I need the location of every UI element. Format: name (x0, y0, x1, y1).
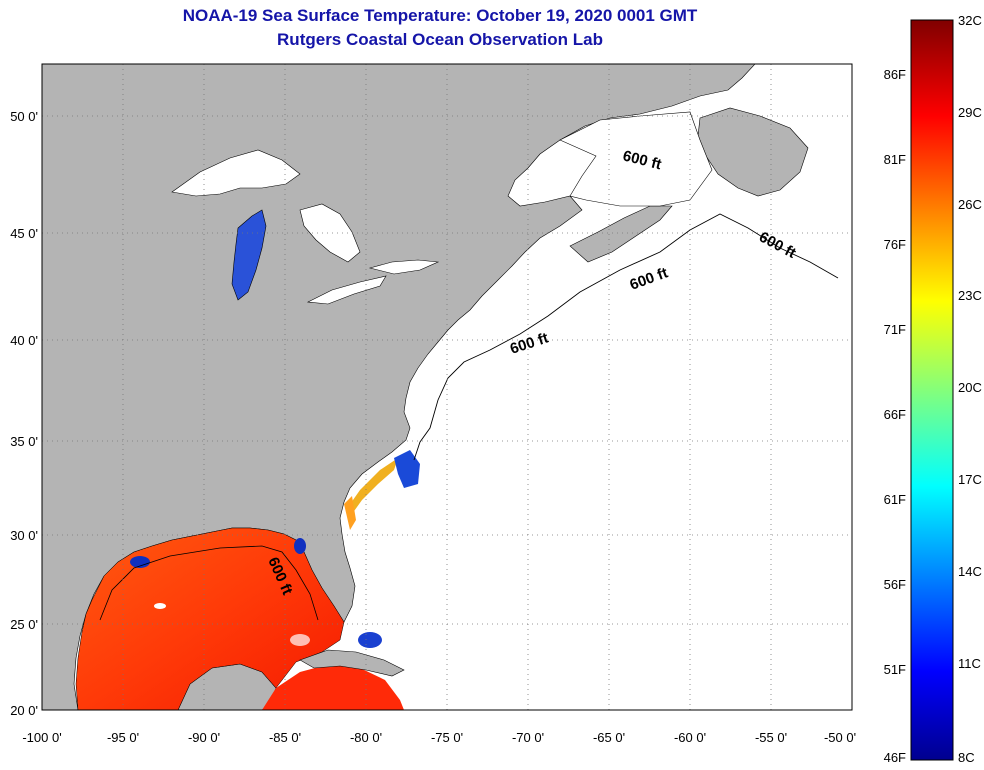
colorbar-celsius-labels: 32C 29C 26C 23C 20C 17C 14C 11C 8C (958, 13, 982, 765)
cool-patch (130, 556, 150, 568)
lon-tick-label: -90 0' (188, 730, 220, 745)
cuba-land (299, 649, 405, 677)
colorbar-fahrenheit-label: 56F (884, 577, 906, 592)
cool-patch (294, 538, 306, 554)
colorbar-fahrenheit-label: 66F (884, 407, 906, 422)
lake-erie (306, 275, 387, 305)
colorbar-fahrenheit-label: 81F (884, 152, 906, 167)
graticule (42, 64, 852, 710)
cool-patch (358, 632, 382, 648)
nova-scotia-land (569, 205, 673, 263)
cool-patch (154, 603, 166, 609)
lon-tick-label: -80 0' (350, 730, 382, 745)
lake-huron (299, 203, 361, 263)
colorbar-fahrenheit-label: 86F (884, 67, 906, 82)
lat-tick-label: 40 0' (10, 333, 38, 348)
coastal-cool-sst (394, 450, 420, 488)
lon-tick-label: -85 0' (269, 730, 301, 745)
gulf-stream-sst (346, 458, 398, 514)
lake-michigan (231, 209, 267, 301)
caribbean-sst-field (262, 664, 404, 710)
colorbar-celsius-label: 29C (958, 105, 982, 120)
lat-tick-label: 25 0' (10, 617, 38, 632)
colorbar (910, 19, 954, 761)
lon-tick-label: -50 0' (824, 730, 856, 745)
colorbar-celsius-label: 14C (958, 564, 982, 579)
lat-tick-label: 20 0' (10, 703, 38, 718)
colorbar-celsius-label: 8C (958, 750, 975, 765)
colorbar-fahrenheit-label: 61F (884, 492, 906, 507)
colorbar-fahrenheit-label: 71F (884, 322, 906, 337)
colorbar-fahrenheit-labels: 86F 81F 76F 71F 66F 61F 56F 51F 46F (884, 67, 906, 765)
lon-tick-label: -75 0' (431, 730, 463, 745)
colorbar-celsius-label: 23C (958, 288, 982, 303)
lon-axis: -100 0' -95 0' -90 0' -85 0' -80 0' -75 … (22, 730, 856, 745)
lon-tick-label: -70 0' (512, 730, 544, 745)
colorbar-celsius-label: 32C (958, 13, 982, 28)
lon-tick-label: -60 0' (674, 730, 706, 745)
colorbar-celsius-label: 11C (958, 656, 981, 671)
lat-tick-label: 30 0' (10, 528, 38, 543)
colorbar-fahrenheit-label: 51F (884, 662, 906, 677)
gulf-of-st-lawrence (559, 111, 713, 207)
lon-tick-label: -65 0' (593, 730, 625, 745)
map-subtitle: Rutgers Coastal Ocean Observation Lab (277, 30, 603, 49)
colorbar-fahrenheit-label: 46F (884, 750, 906, 765)
lat-tick-label: 35 0' (10, 434, 38, 449)
lat-axis: 50 0' 45 0' 40 0' 35 0' 30 0' 25 0' 20 0… (10, 109, 38, 718)
lake-ontario (368, 259, 440, 275)
lon-tick-label: -95 0' (107, 730, 139, 745)
colorbar-celsius-label: 26C (958, 197, 982, 212)
colorbar-celsius-label: 20C (958, 380, 982, 395)
colorbar-celsius-label: 17C (958, 472, 982, 487)
cool-patch (290, 634, 310, 646)
lat-tick-label: 50 0' (10, 109, 38, 124)
florida-east-sst (344, 496, 356, 530)
isobath-600ft (413, 213, 839, 461)
lon-tick-label: -100 0' (22, 730, 61, 745)
lon-tick-label: -55 0' (755, 730, 787, 745)
lat-tick-label: 45 0' (10, 226, 38, 241)
colorbar-fahrenheit-label: 76F (884, 237, 906, 252)
map-title: NOAA-19 Sea Surface Temperature: October… (182, 6, 698, 25)
gulf-sst-field (75, 527, 345, 710)
